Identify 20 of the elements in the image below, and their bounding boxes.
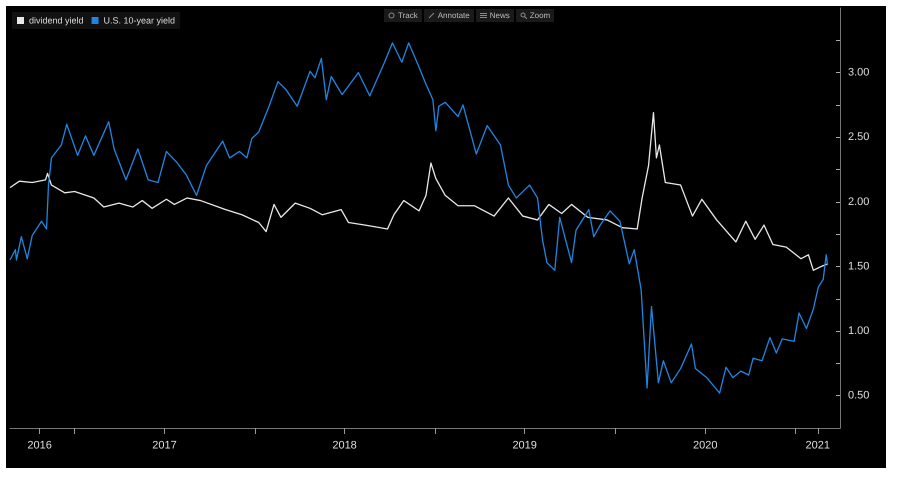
annotation: News <box>490 11 510 20</box>
annotation: Annotate <box>438 11 470 20</box>
y-tick-label: 2.00 <box>848 196 870 208</box>
line-series <box>9 112 828 271</box>
y-tick-label: 0.50 <box>848 390 870 402</box>
y-tick-label: 1.00 <box>848 325 870 338</box>
x-tick-label: 2019 <box>512 440 537 452</box>
line-series <box>9 42 828 394</box>
legend-label: dividend yield <box>29 16 84 26</box>
y-tick-label: 1.50 <box>848 260 870 272</box>
x-tick-label: 2020 <box>693 440 718 452</box>
x-tick-label: 2016 <box>27 440 52 452</box>
y-tick-label: 2.50 <box>848 131 870 144</box>
annotation: Track <box>398 11 418 20</box>
x-tick-label: 2018 <box>332 440 357 452</box>
legend-label: U.S. 10-year yield <box>104 16 176 26</box>
x-tick-label: 2017 <box>152 440 177 452</box>
y-tick-label: 3.00 <box>848 66 870 79</box>
x-tick-label: 2021 <box>806 440 830 452</box>
annotation: Zoom <box>530 11 550 20</box>
